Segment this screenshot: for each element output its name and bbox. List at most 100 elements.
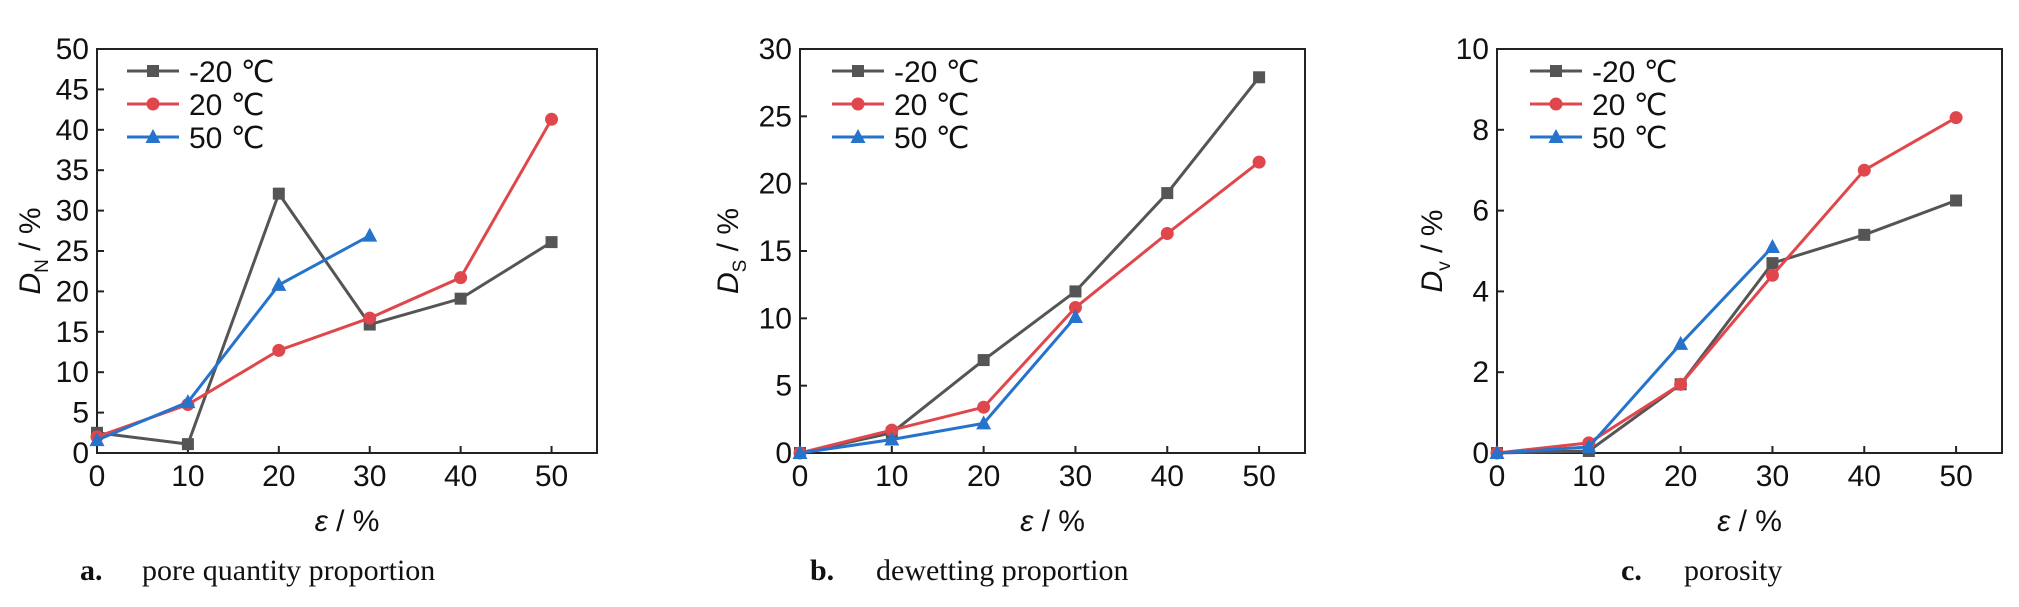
- series-line-1: [799, 76, 1261, 455]
- data-point: [885, 423, 899, 437]
- y-tick-label: 10: [56, 356, 89, 389]
- data-point: [1253, 71, 1266, 84]
- data-point: [977, 400, 991, 414]
- y-tick-label: 15: [759, 235, 792, 268]
- series-line-2: [799, 160, 1261, 455]
- series-line-1: [96, 190, 553, 446]
- y-tick-label: 2: [1472, 356, 1489, 389]
- series-line-3: [1496, 245, 1774, 455]
- y-tick-label: 6: [1472, 195, 1489, 228]
- panel-letter: b.: [810, 554, 834, 587]
- panel-letter: c.: [1621, 554, 1642, 587]
- x-axis-title: ε / %: [1020, 505, 1085, 538]
- x-tick-label: 0: [792, 460, 809, 493]
- legend-label: 20 ℃: [189, 89, 264, 122]
- data-point: [1069, 285, 1082, 298]
- data-point: [1674, 377, 1688, 391]
- panel-letter: a.: [80, 554, 103, 587]
- x-tick-label: 0: [1489, 460, 1506, 493]
- x-tick-label: 30: [353, 460, 386, 493]
- y-tick-label: 4: [1472, 275, 1489, 308]
- x-tick-label: 10: [1572, 460, 1605, 493]
- data-point: [1673, 335, 1689, 350]
- y-axis-title: Dv / %: [1416, 210, 1455, 293]
- data-point: [454, 292, 467, 305]
- panel-caption: dewetting proportion: [876, 554, 1128, 587]
- x-tick-label: 0: [89, 460, 106, 493]
- legend-marker: [850, 129, 866, 143]
- y-tick-label: 5: [72, 397, 89, 430]
- legend-marker: [852, 65, 864, 77]
- series-line-2: [1496, 116, 1957, 455]
- data-point: [1067, 308, 1083, 323]
- data-point: [1252, 155, 1266, 169]
- y-tick-label: 30: [56, 195, 89, 228]
- data-point: [1858, 228, 1871, 241]
- x-tick-label: 20: [967, 460, 1000, 493]
- data-point: [1949, 111, 1963, 125]
- legend-marker: [1550, 65, 1562, 77]
- data-point: [272, 343, 286, 357]
- x-tick-label: 50: [1242, 460, 1275, 493]
- legend-marker: [851, 97, 865, 111]
- data-point: [89, 432, 105, 447]
- data-point: [363, 311, 377, 325]
- series-line-3: [799, 316, 1077, 455]
- x-tick-label: 10: [875, 460, 908, 493]
- y-tick-label: 10: [759, 302, 792, 335]
- data-point: [1160, 226, 1174, 240]
- x-tick-label: 50: [1939, 460, 1972, 493]
- legend-marker: [146, 97, 160, 111]
- chart-panel-2: 0 5 10 15 20 25 30 0 10 20 30 40 50 ε / % DS / % -20 ℃2…: [712, 33, 1306, 587]
- data-point: [1764, 238, 1780, 253]
- legend-label: -20 ℃: [894, 56, 979, 89]
- legend-label: -20 ℃: [189, 56, 274, 89]
- panel-caption: porosity: [1684, 554, 1782, 587]
- x-axis-title: ε / %: [1717, 505, 1782, 538]
- data-point: [1950, 194, 1963, 207]
- y-tick-label: 10: [1456, 33, 1489, 66]
- data-point: [181, 438, 194, 451]
- data-point: [792, 445, 808, 459]
- y-tick-label: 50: [56, 33, 89, 66]
- data-point: [1068, 301, 1082, 315]
- y-tick-label: 25: [56, 235, 89, 268]
- y-tick-label: 35: [56, 154, 89, 187]
- legend-label: 50 ℃: [894, 122, 969, 155]
- chart-panel-3: 0 2 4 6 8 10 0 10 20 30 40 50 ε / % Dv / % -20 ℃20 ℃50…: [1416, 33, 2003, 587]
- data-point: [180, 394, 196, 409]
- y-axis-title: DS / %: [712, 208, 751, 294]
- x-tick-label: 40: [444, 460, 477, 493]
- series-line-1: [1496, 199, 1957, 455]
- x-axis-title: ε / %: [315, 505, 380, 538]
- legend-label: 20 ℃: [1592, 89, 1667, 122]
- data-point: [884, 431, 900, 446]
- y-tick-label: 30: [759, 33, 792, 66]
- data-point: [977, 354, 990, 367]
- y-tick-label: 0: [1472, 437, 1489, 470]
- x-tick-label: 50: [535, 460, 568, 493]
- data-point: [1489, 445, 1505, 459]
- x-tick-label: 40: [1848, 460, 1881, 493]
- y-tick-label: 0: [72, 437, 89, 470]
- data-point: [545, 112, 559, 126]
- data-point: [1857, 163, 1871, 177]
- x-tick-label: 20: [262, 460, 295, 493]
- y-tick-label: 25: [759, 100, 792, 133]
- plot-frame: [799, 48, 1306, 454]
- y-tick-label: 15: [56, 316, 89, 349]
- x-tick-label: 30: [1756, 460, 1789, 493]
- legend-marker: [1548, 129, 1564, 143]
- plot-frame: [96, 48, 598, 454]
- data-point: [976, 415, 992, 430]
- data-point: [545, 236, 558, 249]
- legend-marker: [147, 65, 159, 77]
- y-tick-label: 20: [56, 275, 89, 308]
- y-tick-label: 40: [56, 114, 89, 147]
- series-line-2: [96, 118, 553, 439]
- panel-caption: pore quantity proportion: [142, 554, 435, 587]
- x-tick-label: 10: [171, 460, 204, 493]
- y-tick-label: 8: [1472, 114, 1489, 147]
